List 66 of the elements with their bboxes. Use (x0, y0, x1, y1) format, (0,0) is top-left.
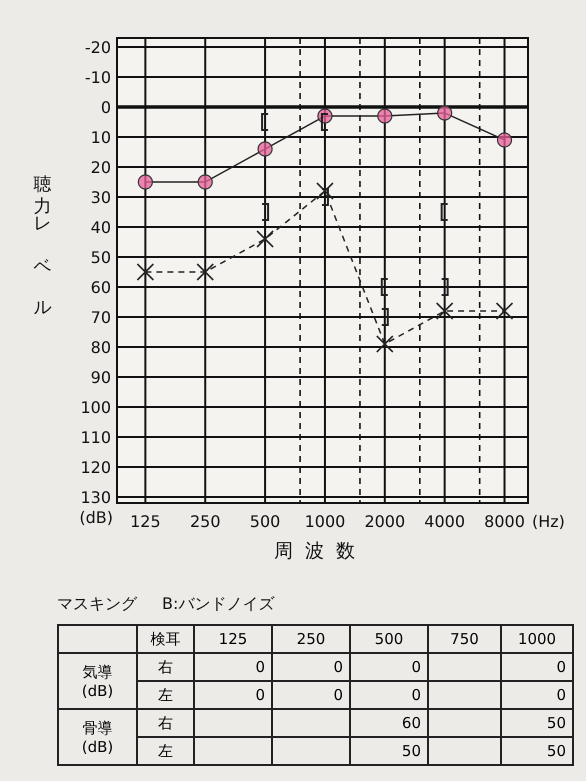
x-tick-label: 8000 (484, 512, 525, 531)
table-cell: 0 (350, 653, 428, 681)
table-cell: 右 (137, 653, 194, 681)
table-cell: 500 (350, 625, 428, 653)
point (436, 302, 454, 320)
x-tick-label: 500 (250, 512, 280, 531)
text: (Hz) (532, 512, 565, 531)
table-cell: 750 (428, 625, 501, 653)
y-tick-label: -10 (84, 68, 111, 87)
table-cell: 60 (350, 709, 428, 737)
x-tick-label: 250 (190, 512, 220, 531)
table-cell: 1000 (501, 625, 573, 653)
table-cell: 検耳 (137, 625, 194, 653)
y-axis-title: 聴力レベル (32, 160, 52, 330)
point (138, 174, 153, 190)
table-cell: 0 (272, 653, 350, 681)
table-cell: 50 (501, 737, 573, 765)
table-cell: 50 (501, 709, 573, 737)
text: (dB) (79, 508, 113, 527)
point (437, 105, 452, 121)
point (136, 263, 154, 281)
y-tick-label: 120 (80, 458, 111, 477)
chart-subtitle: B:バンドノイズ (162, 594, 274, 615)
table-cell: 0 (501, 653, 573, 681)
x-tick-label: 125 (130, 512, 161, 531)
point (376, 335, 394, 353)
table-cell: 50 (350, 737, 428, 765)
y-tick-label: 60 (90, 278, 111, 297)
y-tick-label: 20 (90, 158, 111, 177)
x-axis-title: 周波数 (274, 540, 367, 562)
y-tick-label: 50 (90, 248, 111, 267)
y-tick-label: 10 (90, 128, 111, 147)
point (198, 174, 213, 190)
y-tick-label: 30 (90, 188, 111, 207)
table-cell: 0 (350, 681, 428, 709)
table-cell: 0 (194, 653, 272, 681)
x-tick-label: 2000 (364, 512, 406, 531)
y-tick-label: 130 (80, 488, 111, 507)
table-cell: 0 (194, 681, 272, 709)
y-tick-label: 100 (80, 398, 111, 417)
x-tick-label: 4000 (424, 512, 466, 531)
y-tick-label: -20 (84, 38, 111, 57)
table-cell: 右 (137, 709, 194, 737)
point (377, 108, 392, 124)
y-tick-label: 70 (90, 308, 111, 327)
y-tick-label: 40 (90, 218, 111, 237)
table-cell: 気導 (dB) (58, 653, 137, 709)
y-tick-label: 0 (100, 98, 111, 117)
table-cell: 0 (272, 681, 350, 709)
point (196, 263, 214, 281)
table-cell: 125 (194, 625, 272, 653)
table-cell: 0 (501, 681, 573, 709)
point (496, 132, 512, 148)
point (256, 230, 274, 248)
y-tick-label: 110 (80, 428, 111, 447)
table-cell: 左 (137, 681, 194, 709)
point (257, 141, 273, 157)
point (496, 302, 514, 320)
y-tick-label: 90 (90, 368, 111, 387)
x-tick-label: 1000 (304, 512, 346, 531)
table-cell: 250 (272, 625, 350, 653)
y-tick-label: 80 (90, 338, 111, 357)
point (316, 182, 334, 200)
table-cell: 骨導 (dB) (58, 709, 137, 765)
table-cell: 左 (137, 737, 194, 765)
chart-title: マスキング (57, 594, 137, 615)
